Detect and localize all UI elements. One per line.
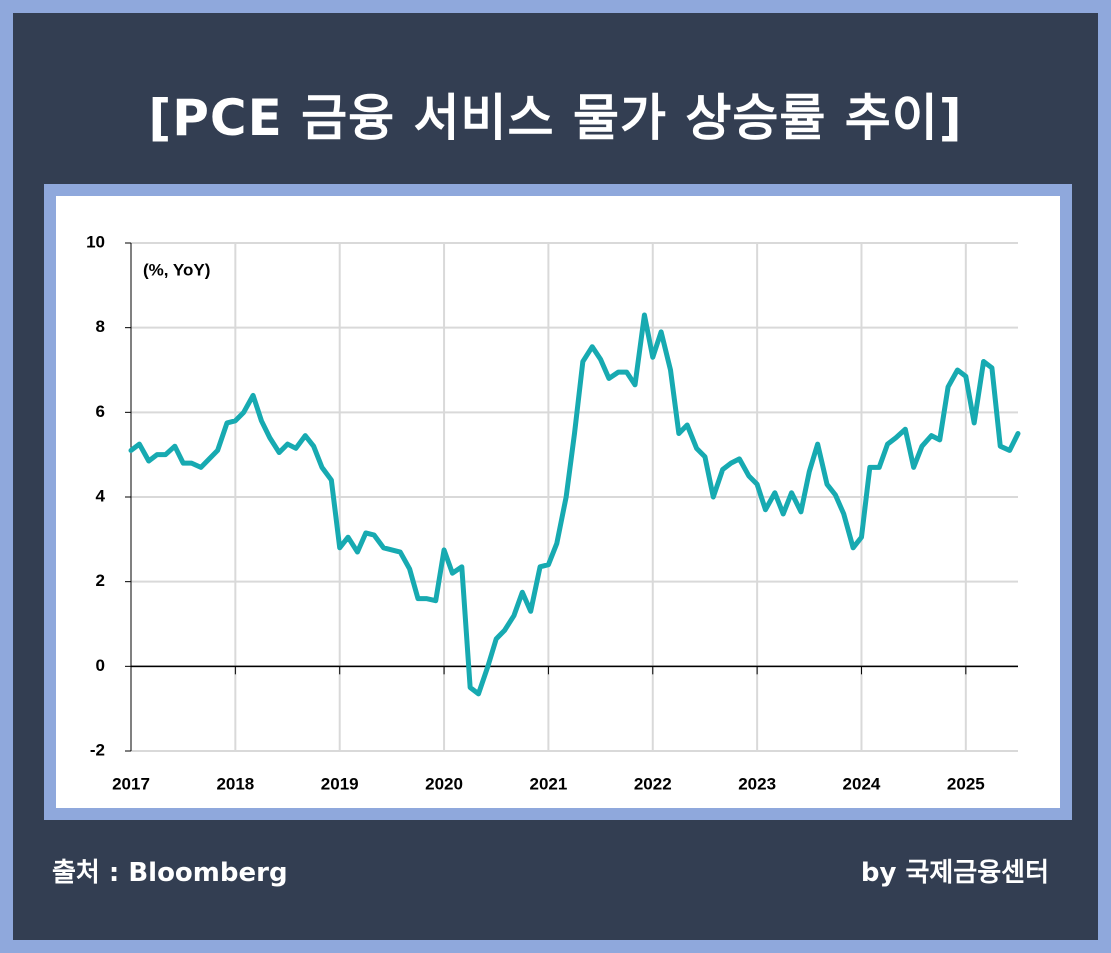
x-tick-label: 2023: [738, 774, 776, 793]
x-tick-label: 2019: [321, 774, 359, 793]
x-tick-label: 2018: [216, 774, 254, 793]
x-tick-label: 2017: [112, 774, 150, 793]
y-tick-label: 8: [96, 317, 105, 336]
source: 출처 : Bloomberg: [52, 858, 288, 888]
y-tick-label: 6: [96, 402, 105, 421]
x-tick-label: 2022: [634, 774, 672, 793]
x-tick-label: 2020: [425, 774, 463, 793]
y-tick-label: -2: [90, 740, 105, 759]
y-tick-label: 10: [86, 232, 105, 251]
chart-title: [PCE 금융 서비스 물가 상승률 추이]: [148, 89, 963, 147]
credit: by 국제금융센터: [860, 858, 1049, 888]
y-tick-label: 2: [96, 571, 105, 590]
data-line: [128, 312, 1021, 697]
x-tick-label: 2021: [529, 774, 567, 793]
unit-annotation: (%, YoY): [143, 260, 210, 279]
y-tick-label: 4: [96, 486, 106, 505]
y-tick-label: 0: [96, 656, 105, 675]
x-tick-label: 2025: [947, 774, 985, 793]
chart-panel: [44, 184, 1072, 820]
x-tick-label: 2024: [843, 774, 881, 793]
